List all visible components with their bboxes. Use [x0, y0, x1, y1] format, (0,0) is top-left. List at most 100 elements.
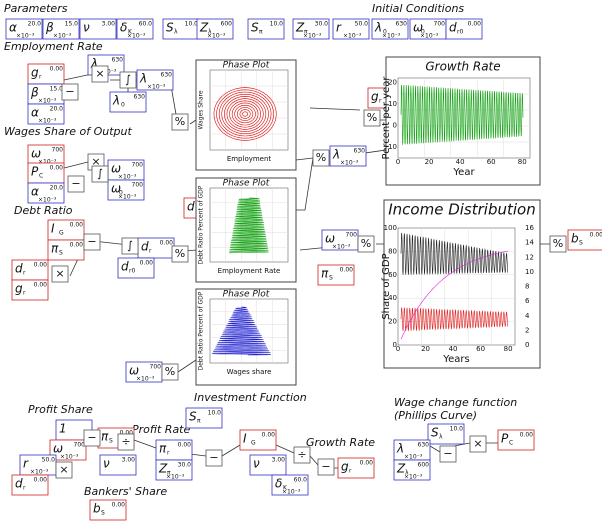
variable-value: 10.0 [450, 426, 464, 433]
x-tick-label: 0 [396, 345, 400, 353]
y-tick-label: 0 [393, 341, 397, 349]
operator-box [205, 449, 223, 467]
variable-symbol: d [15, 262, 23, 276]
wage-curve [400, 232, 509, 275]
y-tick-label: 60 [388, 271, 397, 279]
variable-subscript: r [149, 248, 152, 255]
variable-value: 15.0 [65, 21, 79, 28]
variable-value: 10.0 [208, 410, 222, 417]
section-label: Investment Function [194, 391, 307, 404]
y-tick-label: 80 [388, 247, 397, 255]
variable-symbol: β [45, 21, 54, 35]
operator-symbol: − [87, 235, 96, 248]
operator-box [549, 235, 567, 253]
variable: α 20.0 ×10⁻³ [27, 103, 65, 125]
variable-symbol: b [93, 502, 101, 516]
variable-value: 700 [150, 364, 162, 371]
variable-unit: ×10⁻³ [127, 33, 146, 40]
variable-symbol: ω [53, 442, 63, 456]
variable: β 15.0 ×10⁻³ [42, 18, 80, 40]
phase-curve [211, 306, 272, 356]
x-tick-label: 20 [421, 345, 430, 353]
variable-symbol: π [51, 242, 59, 256]
variable-subscript: π [197, 418, 201, 425]
variable-symbol: ν [103, 457, 110, 471]
variable-value: 0.00 [160, 240, 174, 247]
phase-curve [218, 91, 272, 137]
variable-symbol: Z [158, 462, 168, 476]
variable-value: 3.00 [122, 457, 136, 464]
y-tick-label: 20 [388, 318, 397, 326]
variable-symbol: 1 [59, 422, 67, 436]
variable-unit: ×10⁻³ [404, 454, 423, 461]
section-label: (Phillips Curve) [394, 409, 477, 422]
operator-box [161, 363, 179, 381]
variable-box [155, 459, 193, 481]
variable-value: 700 [132, 162, 144, 169]
variable-subscript: π [304, 29, 308, 36]
variable-unit: ×10⁻³ [38, 98, 57, 105]
operator-box [119, 71, 137, 89]
variable-value: 630 [161, 72, 173, 79]
variable-subscript: λ [208, 29, 212, 36]
plot-title: Phase Plot [223, 179, 270, 189]
operator-symbol: ÷ [297, 448, 306, 461]
operator-box [317, 458, 335, 476]
phase-curve [236, 107, 254, 121]
variable: λ 0 630 [109, 91, 147, 113]
x-tick-label: 40 [449, 345, 458, 353]
variable-value: 50.0 [355, 21, 369, 28]
variable-box [27, 182, 65, 204]
variable-box [337, 457, 375, 479]
operator-box [312, 149, 330, 167]
variable-subscript: S [109, 438, 113, 445]
y-axis-label: Share of GDP [381, 253, 392, 319]
variable-subscript: K [128, 29, 133, 36]
variable-value: 630 [134, 94, 146, 101]
x-tick-label: 80 [518, 158, 527, 166]
variable-subscript: S [579, 240, 583, 247]
variable-symbol: ω [111, 162, 121, 176]
variable: λ 630 ×10⁻³ [329, 145, 367, 167]
variable-symbol: I [243, 432, 247, 446]
variable-value: 0.00 [34, 477, 48, 484]
variable-subscript: r [23, 485, 26, 492]
variable-value: 20.0 [50, 106, 64, 113]
plot-title: Income Distribution [388, 201, 535, 219]
variable: ω 700 ×10⁻³ [27, 144, 65, 166]
phase-curve [234, 104, 256, 124]
variable-subscript: r [23, 290, 26, 297]
variable: λ 0 630 ×10⁻³ [371, 18, 409, 40]
variable-symbol: d [15, 477, 23, 491]
variable-box [292, 18, 330, 40]
y2-tick-label: 2 [525, 326, 529, 334]
x-axis-label: Year [452, 167, 475, 178]
y-tick-label: 100 [384, 224, 397, 232]
x-tick-label: 40 [456, 158, 465, 166]
variable-value: 0.00 [360, 460, 374, 467]
variable-symbol: P [31, 165, 39, 179]
variable-unit: ×10⁻³ [343, 33, 362, 40]
variable-unit: ×10⁻³ [166, 474, 185, 481]
variable-subscript: π [259, 29, 263, 36]
initial-title: Initial Conditions [372, 2, 464, 15]
operator-box [91, 165, 109, 183]
operator-symbol: % [367, 111, 377, 124]
variable-symbol: π [159, 442, 167, 456]
variable: d r0 0.00 [445, 18, 483, 40]
y-tick-label: 20 [388, 78, 397, 86]
growth-curve [400, 84, 524, 145]
variable-box [497, 429, 535, 451]
phase-curve [213, 87, 277, 141]
operator-symbol: × [473, 437, 482, 450]
variable: δ K 60.0 ×10⁻³ [116, 18, 154, 40]
variable-symbol: r [23, 457, 29, 471]
variable-symbol: λ [332, 148, 340, 162]
variable-box [27, 103, 65, 125]
operator-symbol: % [316, 151, 326, 164]
variable: r 50.0 ×10⁻³ [19, 454, 57, 476]
variable-symbol: P [501, 432, 509, 446]
